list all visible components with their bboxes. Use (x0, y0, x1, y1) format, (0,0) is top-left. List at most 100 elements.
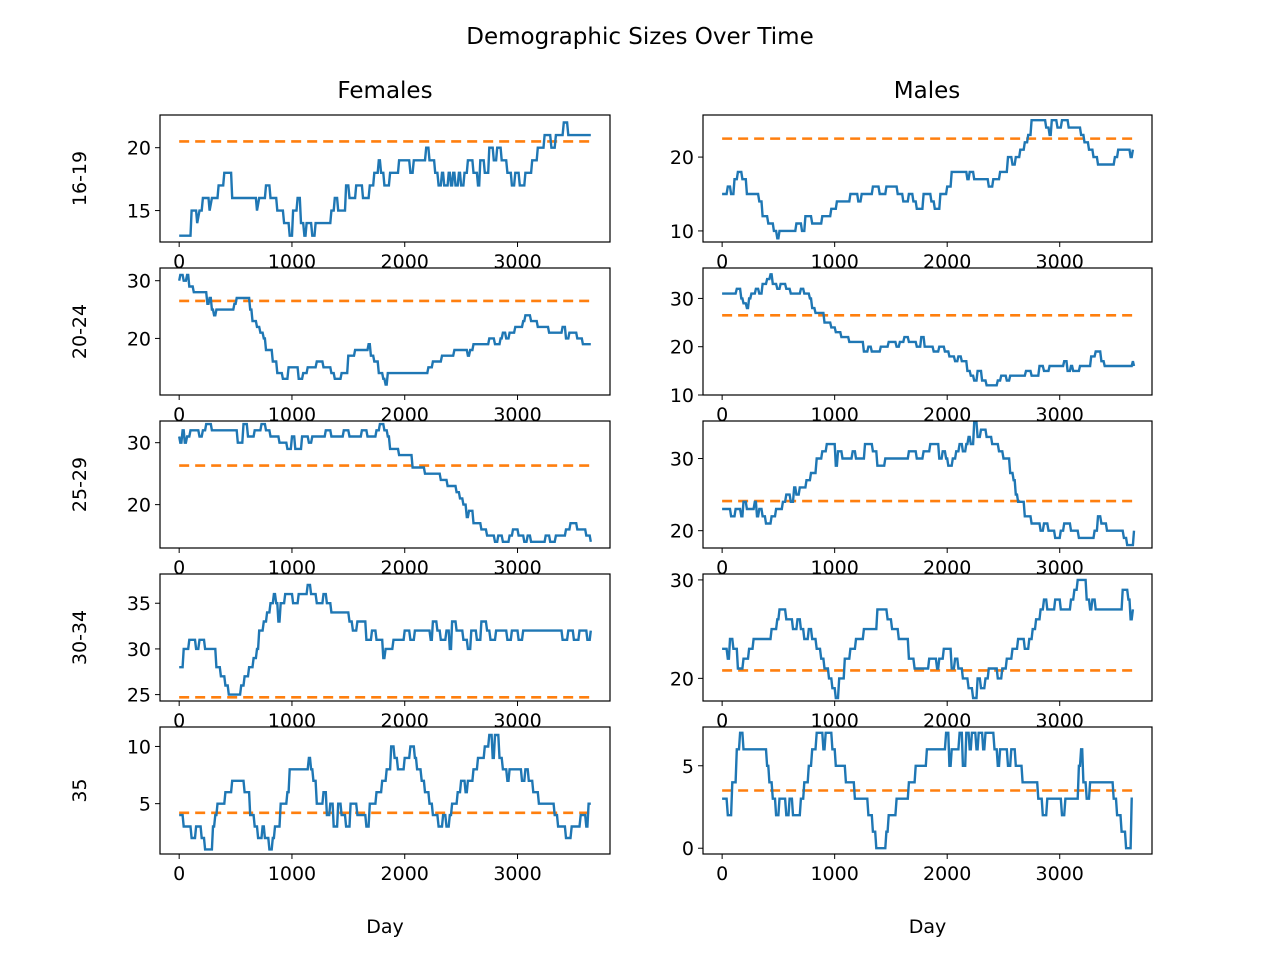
panel-males-20-24: 0 1000 2000 3000 10 20 30 (670, 267, 1153, 426)
x-tick-label: 1000 (268, 710, 316, 732)
y-tick-label: 5 (682, 756, 694, 778)
x-tick-label: 1000 (810, 710, 858, 732)
panel-males-25-29: 0 1000 2000 3000 20 30 (670, 420, 1153, 579)
y-tick-label: 20 (127, 328, 151, 350)
x-tick-label: 2000 (923, 863, 971, 885)
x-axis-label: Day (909, 916, 947, 938)
panel-females-20-24: 0 1000 2000 3000 20 30 20-24 (69, 267, 611, 426)
y-tick-label: 15 (127, 201, 151, 223)
y-tick-label: 10 (127, 736, 151, 758)
panel-females-16-19: 0 1000 2000 3000 15 20 16-19 (69, 114, 611, 273)
y-tick-label: 20 (670, 521, 694, 543)
x-tick-label: 3000 (1036, 710, 1084, 732)
x-tick-label: 1000 (810, 251, 858, 273)
series-line (722, 421, 1136, 547)
series-line (722, 578, 1135, 700)
x-tick-label: 0 (173, 557, 185, 579)
row-label: 16-19 (69, 151, 91, 206)
panel-females-25-29: 0 1000 2000 3000 20 30 25-29 (69, 420, 611, 579)
row-label: 30-34 (69, 610, 91, 665)
x-tick-label: 2000 (381, 863, 429, 885)
axes-frame (159, 726, 611, 855)
axes-frame (159, 267, 611, 396)
y-tick-label: 35 (127, 593, 151, 615)
y-tick-label: 30 (670, 570, 694, 592)
series-line (179, 733, 591, 851)
panel-males-35: 0 1000 2000 3000 0 5 Day (682, 726, 1153, 938)
y-tick-label: 10 (670, 221, 694, 243)
x-tick-label: 1000 (268, 557, 316, 579)
axes-frame (702, 267, 1153, 396)
series-line (178, 273, 591, 386)
row-label: 25-29 (69, 457, 91, 512)
x-tick-label: 2000 (923, 557, 971, 579)
y-tick-label: 20 (670, 337, 694, 359)
x-tick-label: 2000 (381, 251, 429, 273)
x-tick-label: 3000 (493, 557, 541, 579)
axes-frame (702, 420, 1153, 549)
column-title-females: Females (337, 78, 432, 104)
series-line (179, 583, 592, 696)
axes-frame (159, 420, 611, 549)
x-tick-label: 3000 (1036, 557, 1084, 579)
y-tick-label: 25 (127, 685, 151, 707)
series-line (722, 119, 1135, 240)
x-tick-label: 0 (716, 710, 728, 732)
x-tick-label: 0 (716, 251, 728, 273)
row-label: 20-24 (69, 304, 91, 359)
x-tick-label: 2000 (923, 710, 971, 732)
x-tick-label: 2000 (923, 404, 971, 426)
x-tick-label: 2000 (923, 251, 971, 273)
panel-males-16-19: 0 1000 2000 3000 10 20 (670, 114, 1153, 273)
panel-females-30-34: 0 1000 2000 3000 25 30 35 30-34 (69, 573, 611, 732)
y-tick-label: 5 (139, 794, 151, 816)
x-tick-label: 2000 (381, 710, 429, 732)
x-tick-label: 3000 (1036, 251, 1084, 273)
y-tick-label: 20 (127, 495, 151, 517)
y-tick-label: 20 (670, 147, 694, 169)
x-tick-label: 0 (173, 251, 185, 273)
y-tick-label: 30 (670, 288, 694, 310)
y-tick-label: 30 (670, 449, 694, 471)
y-tick-label: 30 (127, 433, 151, 455)
series-line (722, 731, 1133, 850)
x-tick-label: 1000 (268, 404, 316, 426)
axes-frame (702, 726, 1153, 855)
x-tick-label: 2000 (381, 557, 429, 579)
x-tick-label: 0 (173, 863, 185, 885)
row-label: 35 (69, 778, 91, 802)
x-tick-label: 3000 (493, 710, 541, 732)
axes-frame (159, 573, 611, 702)
x-tick-label: 0 (716, 863, 728, 885)
series-line (179, 121, 591, 237)
x-tick-label: 3000 (493, 863, 541, 885)
panel-females-35: 0 1000 2000 3000 5 10 35 Day (69, 726, 611, 938)
x-tick-label: 3000 (1036, 404, 1084, 426)
x-tick-label: 0 (173, 710, 185, 732)
y-tick-label: 30 (127, 271, 151, 293)
column-title-males: Males (894, 78, 960, 104)
y-tick-label: 10 (670, 385, 694, 407)
x-tick-label: 1000 (810, 863, 858, 885)
y-tick-label: 30 (127, 639, 151, 661)
x-tick-label: 0 (173, 404, 185, 426)
panel-males-30-34: 0 1000 2000 3000 20 30 (670, 570, 1153, 732)
series-line (178, 422, 592, 543)
x-tick-label: 3000 (493, 404, 541, 426)
y-tick-label: 20 (670, 668, 694, 690)
series-line (722, 273, 1136, 387)
y-tick-label: 20 (127, 138, 151, 160)
x-tick-label: 2000 (381, 404, 429, 426)
x-tick-label: 1000 (268, 863, 316, 885)
axes-frame (702, 114, 1153, 243)
x-axis-label: Day (366, 916, 404, 938)
x-tick-label: 3000 (1036, 863, 1084, 885)
axes-frame (702, 573, 1153, 702)
x-tick-label: 0 (716, 404, 728, 426)
axes-frame (159, 114, 611, 243)
x-tick-label: 1000 (810, 404, 858, 426)
chart-title: Demographic Sizes Over Time (466, 24, 813, 50)
x-tick-label: 0 (716, 557, 728, 579)
